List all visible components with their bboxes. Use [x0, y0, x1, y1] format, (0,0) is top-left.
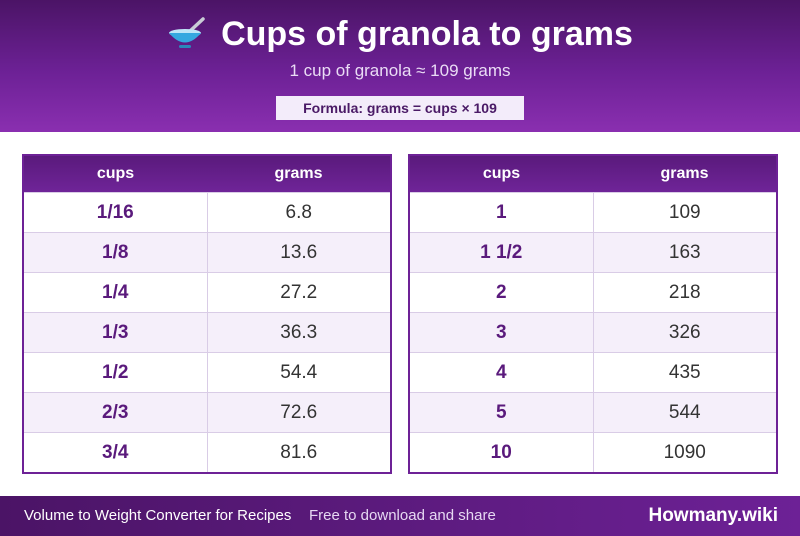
cups-cell: 1 [409, 192, 594, 233]
grams-cell: 218 [593, 272, 777, 313]
grams-cell: 6.8 [207, 192, 391, 233]
table-row: 3 326 [409, 312, 777, 353]
cups-cell: 10 [409, 432, 594, 473]
cups-cell: 1/3 [23, 312, 208, 353]
table-header-row: cups grams [409, 155, 777, 193]
bowl-spoon-icon [169, 17, 205, 48]
cups-cell: 1/8 [23, 232, 208, 273]
header-banner: Cups of granola to grams 1 cup of granol… [0, 0, 800, 132]
grams-cell: 163 [593, 232, 777, 273]
cups-cell: 3/4 [23, 432, 208, 473]
column-header-grams: grams [593, 155, 777, 193]
cups-cell: 5 [409, 392, 594, 433]
table-row: 1/3 36.3 [23, 312, 391, 353]
table-row: 2/3 72.6 [23, 392, 391, 433]
conversion-table-left: cups grams 1/16 6.8 1/8 13.6 1/4 27.2 1/… [22, 154, 392, 474]
cups-cell: 3 [409, 312, 594, 353]
page-subtitle: 1 cup of granola ≈ 109 grams [289, 61, 511, 80]
table-row: 1/8 13.6 [23, 232, 391, 273]
table-row: 10 1090 [409, 432, 777, 473]
page-title: Cups of granola to grams [221, 15, 633, 53]
table-row: 1 109 [409, 192, 777, 233]
column-header-cups: cups [409, 155, 593, 193]
table-row: 3/4 81.6 [23, 432, 391, 473]
grams-cell: 27.2 [207, 272, 391, 313]
cups-cell: 1/4 [23, 272, 208, 313]
grams-cell: 1090 [593, 432, 777, 473]
cups-cell: 1/16 [23, 192, 208, 233]
table-row: 1 1/2 163 [409, 232, 777, 273]
grams-cell: 326 [593, 312, 777, 353]
column-header-cups: cups [23, 155, 207, 193]
footer-brand-link[interactable]: Howmany.wiki [648, 505, 778, 526]
table-row: 1/2 54.4 [23, 352, 391, 393]
footer-tagline: Volume to Weight Converter for Recipes [24, 507, 292, 524]
grams-cell: 81.6 [207, 432, 391, 473]
footer-share-note: Free to download and share [309, 507, 496, 524]
column-header-grams: grams [207, 155, 391, 193]
grams-cell: 13.6 [207, 232, 391, 273]
table-row: 1/16 6.8 [23, 192, 391, 233]
table-row: 4 435 [409, 352, 777, 393]
page-title-row: Cups of granola to grams [0, 14, 800, 54]
grams-cell: 54.4 [207, 352, 391, 393]
grams-cell: 544 [593, 392, 777, 433]
grams-cell: 109 [593, 192, 777, 233]
cups-cell: 2 [409, 272, 594, 313]
footer-bar: Volume to Weight Converter for Recipes F… [0, 496, 800, 536]
grams-cell: 435 [593, 352, 777, 393]
grams-cell: 72.6 [207, 392, 391, 433]
cups-cell: 1/2 [23, 352, 208, 393]
formula-badge: Formula: grams = cups × 109 [276, 96, 524, 120]
grams-cell: 36.3 [207, 312, 391, 353]
table-row: 5 544 [409, 392, 777, 433]
conversion-table-right: cups grams 1 109 1 1/2 163 2 218 3 326 4… [408, 154, 778, 474]
table-row: 1/4 27.2 [23, 272, 391, 313]
table-row: 2 218 [409, 272, 777, 313]
cups-cell: 1 1/2 [409, 232, 594, 273]
cups-cell: 2/3 [23, 392, 208, 433]
cups-cell: 4 [409, 352, 594, 393]
table-header-row: cups grams [23, 155, 391, 193]
